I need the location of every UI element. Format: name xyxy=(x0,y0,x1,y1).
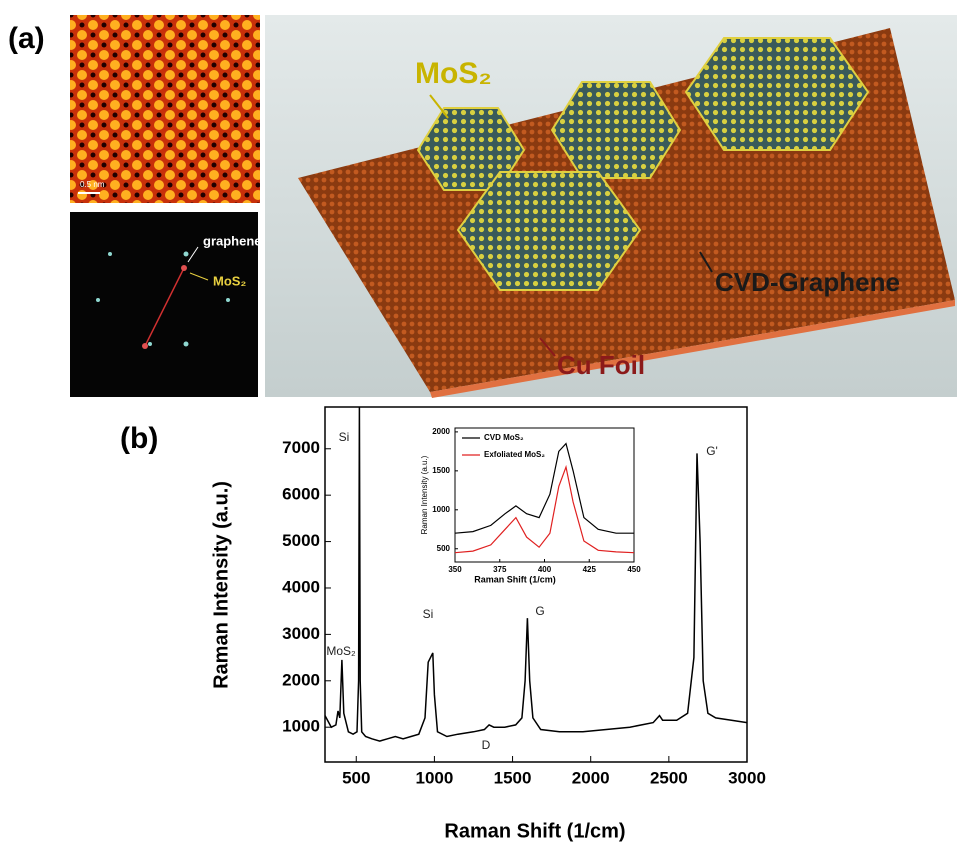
inset-y-label: Raman Intensity (a.u.) xyxy=(420,455,429,534)
x-tick-label: 400 xyxy=(538,565,552,574)
y-tick-label: 4000 xyxy=(282,577,320,596)
y-tick-label: 500 xyxy=(437,544,451,553)
fft-spot xyxy=(181,265,187,271)
panel-label: (b) xyxy=(120,422,158,455)
plot-frame xyxy=(454,427,635,563)
y-tick-label: 7000 xyxy=(282,438,320,457)
leader xyxy=(189,272,209,281)
inset-x-label: Raman Shift (1/cm) xyxy=(474,574,556,584)
foil-edge xyxy=(430,300,955,398)
y-tick-label: 1500 xyxy=(432,466,450,475)
scale-bar-label: 0.5 nm xyxy=(80,180,105,189)
peak-annotation: MoS₂ xyxy=(326,644,356,658)
legend-label: CVD MoS₂ xyxy=(484,433,524,442)
x-tick-label: 3000 xyxy=(728,768,766,787)
y-tick-label: 5000 xyxy=(282,531,320,550)
series-line xyxy=(454,464,635,554)
leader xyxy=(429,94,449,119)
x-tick-label: 500 xyxy=(342,768,370,787)
y-tick-label: 2000 xyxy=(282,670,320,689)
peak-annotation: G' xyxy=(706,444,718,458)
x-tick-label: 375 xyxy=(493,565,507,574)
stem-image xyxy=(70,15,260,203)
fft-spot xyxy=(142,343,148,349)
x-tick-label: 425 xyxy=(583,565,597,574)
y-tick-label: 3000 xyxy=(282,624,320,643)
x-tick-label: 450 xyxy=(627,565,641,574)
y-tick-label: 6000 xyxy=(282,485,320,504)
leader xyxy=(699,251,713,273)
fft-label: MoS₂ xyxy=(213,273,246,288)
plot-frame xyxy=(324,406,748,763)
mos2-flakes xyxy=(416,37,870,291)
leader xyxy=(187,246,199,263)
leader xyxy=(539,337,556,357)
x-tick-label: 1500 xyxy=(494,768,532,787)
peak-annotation: Si xyxy=(339,430,350,444)
x-tick-label: 2500 xyxy=(650,768,688,787)
schematic-label: CVD-Graphene xyxy=(715,267,900,297)
x-tick-label: 2000 xyxy=(572,768,610,787)
y-tick-label: 1000 xyxy=(432,505,450,514)
peak-annotation: G xyxy=(535,604,544,618)
y-tick-label: 2000 xyxy=(432,427,450,436)
fft-label: graphene xyxy=(203,233,262,248)
x-axis-label: Raman Shift (1/cm) xyxy=(444,820,625,842)
x-tick-label: 1000 xyxy=(415,768,453,787)
panel-label: (a) xyxy=(8,22,45,55)
peak-annotation: Si xyxy=(423,607,434,621)
schematic-label: Cu Foil xyxy=(557,350,645,380)
y-axis-label: Raman Intensity (a.u.) xyxy=(210,481,232,689)
series-line xyxy=(454,442,634,534)
peak-annotation: D xyxy=(482,738,491,752)
fft-line xyxy=(144,267,185,347)
legend-label: Exfoliated MoS₂ xyxy=(484,450,545,459)
fft-image xyxy=(70,212,258,397)
schematic-label: MoS₂ xyxy=(415,57,492,90)
y-tick-label: 1000 xyxy=(282,717,320,736)
fft-spots xyxy=(96,251,230,347)
series-line xyxy=(324,406,748,742)
x-tick-label: 350 xyxy=(448,565,462,574)
